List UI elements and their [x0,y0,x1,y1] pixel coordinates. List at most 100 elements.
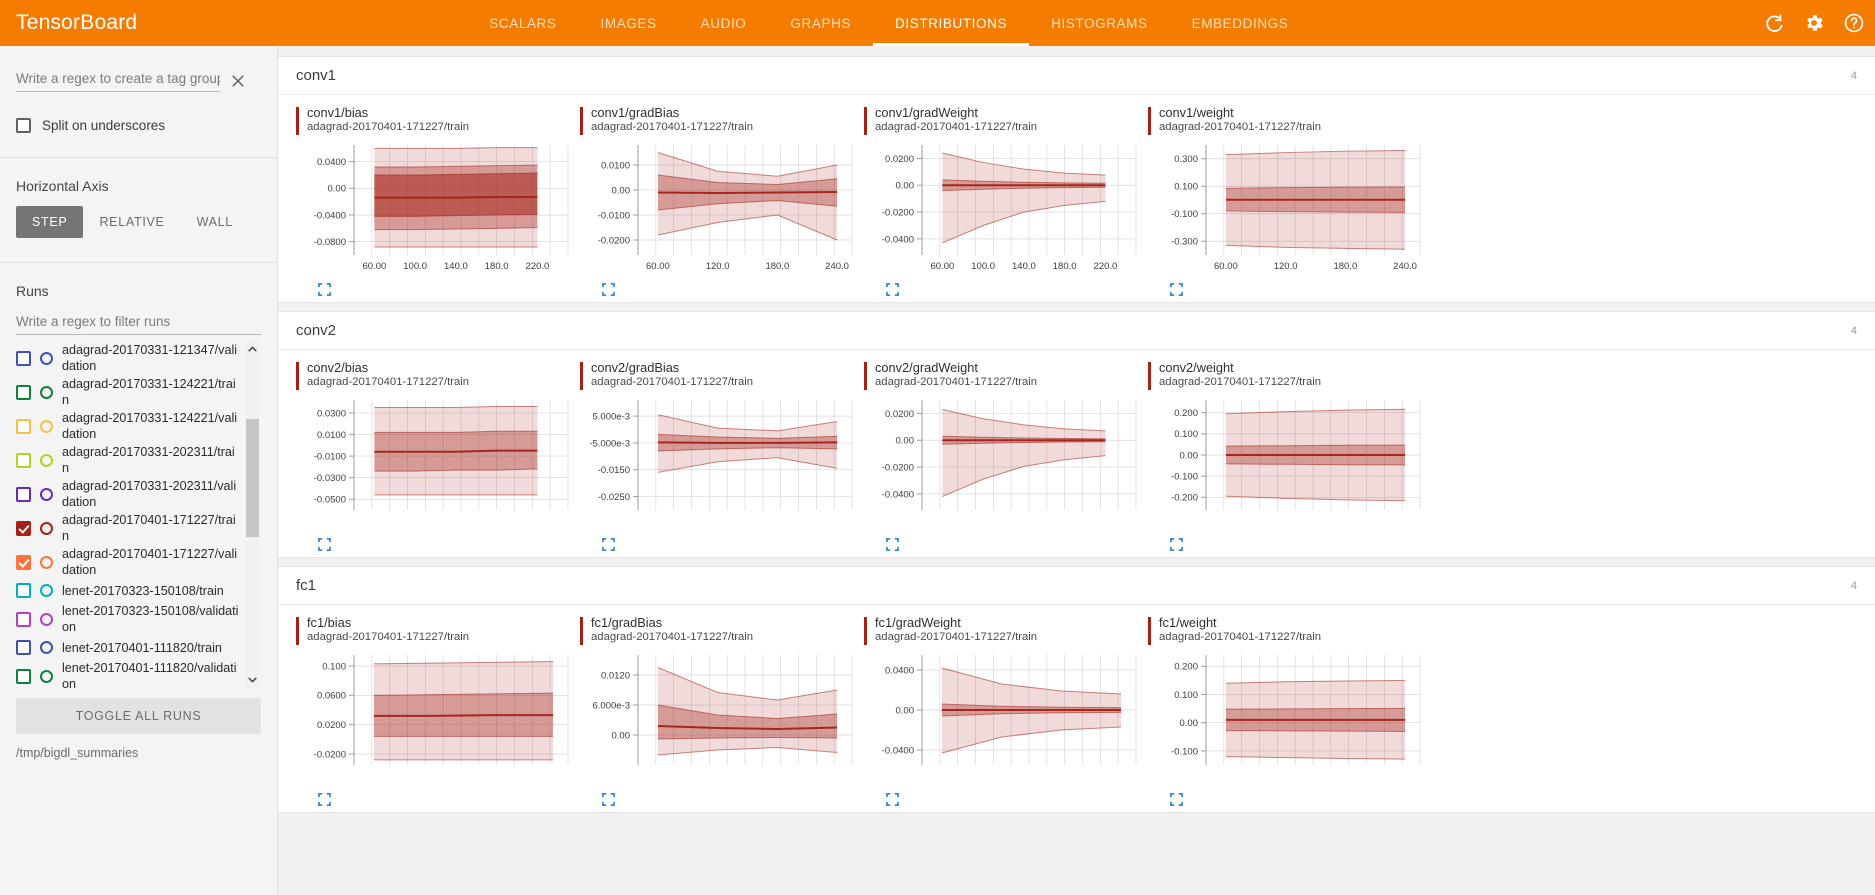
svg-text:0.0100: 0.0100 [317,430,346,441]
svg-text:240.0: 240.0 [1393,261,1417,272]
distribution-plot[interactable]: 0.300 0.100 -0.100 -0.300 60.00 120.0 180.0 240… [1148,137,1432,277]
run-checkbox[interactable] [16,418,31,434]
distribution-plot[interactable]: 0.0400 0.00 -0.0400 [864,647,1148,787]
chart-group-header[interactable]: fc1 4 [278,567,1875,605]
tab-scalars[interactable]: SCALARS [489,15,557,31]
refresh-icon[interactable] [1763,12,1785,34]
split-on-underscores-row[interactable]: Split on underscores [16,118,261,133]
distribution-plot[interactable]: 0.0400 0.00 -0.0400 -0.0800 60.00 100.0 140.0 1… [296,137,580,277]
expand-icon[interactable] [318,538,331,551]
split-on-underscores-checkbox[interactable] [16,118,31,133]
axis-option-relative[interactable]: RELATIVE [99,215,165,229]
scroll-down-icon[interactable] [246,673,259,686]
svg-text:0.00: 0.00 [896,436,915,447]
run-label: adagrad-20170401-171227/validation [62,547,238,577]
run-checkbox[interactable] [16,583,31,598]
run-item[interactable]: lenet-20170401-111820/train [16,636,239,659]
runs-title: Runs [16,283,49,299]
distribution-plot[interactable]: 0.0100 0.00 -0.0100 -0.0200 60.00 120.0 180.0 2… [580,137,864,277]
expand-icon[interactable] [602,283,615,296]
svg-text:0.00: 0.00 [896,705,915,716]
run-color-bar [580,362,583,390]
run-checkbox[interactable] [16,384,31,400]
runs-filter-input[interactable] [16,311,261,335]
svg-text:0.0120: 0.0120 [601,670,630,681]
gear-icon[interactable] [1803,12,1825,34]
run-label: lenet-20170401-111820/train [62,640,222,655]
scroll-up-icon[interactable] [246,343,259,356]
scrollbar-thumb[interactable] [246,419,259,537]
run-checkbox[interactable] [16,486,31,502]
svg-text:60.00: 60.00 [1214,261,1238,272]
run-label: lenet-20170323-150108/validation [62,604,239,634]
distribution-plot[interactable]: 0.200 0.100 0.00 -0.100 -0.200 [1148,392,1432,532]
distribution-plot[interactable]: 0.0120 6.000e-3 0.00 [580,647,864,787]
tab-images[interactable]: IMAGES [600,15,657,31]
chart-card: conv2/bias adagrad-20170401-171227/train… [296,360,580,551]
expand-icon[interactable] [318,793,331,806]
run-item[interactable]: adagrad-20170331-124221/validation [16,409,239,443]
close-icon[interactable] [229,72,247,90]
distribution-plot[interactable]: 5.000e-3 -5.000e-3 -0.0150 -0.0250 [580,392,864,532]
run-item[interactable]: adagrad-20170331-121347/validation [16,341,239,375]
run-checkbox[interactable] [16,350,31,366]
distribution-plot[interactable]: 0.0300 0.0100 -0.0100 -0.0300 -0.0500 [296,392,580,532]
run-checkbox[interactable] [16,520,31,536]
tab-distributions[interactable]: DISTRIBUTIONS [873,0,1030,46]
svg-text:220.0: 220.0 [1094,261,1118,272]
toggle-all-runs-button[interactable]: TOGGLE ALL RUNS [16,698,261,734]
expand-icon[interactable] [318,283,331,296]
run-label: adagrad-20170401-171227/train [62,513,236,543]
distribution-plot[interactable]: 0.200 0.100 0.00 -0.100 [1148,647,1432,787]
chart-card-header: fc1/weight adagrad-20170401-171227/train [1148,615,1432,645]
run-checkbox[interactable] [16,452,31,468]
svg-text:-0.0400: -0.0400 [314,210,346,221]
run-item[interactable]: adagrad-20170331-124221/train [16,375,239,409]
distribution-plot[interactable]: 0.0200 0.00 -0.0200 -0.0400 60.00 100.0 140.0 1… [864,137,1148,277]
tab-audio[interactable]: AUDIO [700,15,747,31]
expand-icon[interactable] [886,283,899,296]
axis-option-step[interactable]: STEP [16,206,84,238]
chart-group-header[interactable]: conv2 4 [278,312,1875,350]
run-checkbox[interactable] [16,554,31,570]
run-item[interactable]: adagrad-20170401-171227/train [16,511,239,545]
run-item[interactable]: lenet-20170323-150108/train [16,579,239,602]
expand-icon[interactable] [1170,793,1183,806]
expand-icon[interactable] [602,538,615,551]
svg-text:0.0400: 0.0400 [885,665,914,676]
svg-text:60.00: 60.00 [930,261,954,272]
tag-group-input[interactable] [16,68,220,92]
expand-icon[interactable] [1170,283,1183,296]
svg-text:0.0200: 0.0200 [317,720,346,731]
help-icon[interactable] [1843,12,1865,34]
axis-option-wall[interactable]: WALL [196,215,233,229]
chart-group-title: conv1 [296,67,337,84]
tab-graphs[interactable]: GRAPHS [790,15,852,31]
expand-icon[interactable] [1170,538,1183,551]
tab-histograms[interactable]: HISTOGRAMS [1051,15,1148,31]
svg-text:-0.0400: -0.0400 [882,489,914,500]
expand-icon[interactable] [602,793,615,806]
runs-scrollbar[interactable] [246,341,259,688]
run-item[interactable]: adagrad-20170331-202311/validation [16,477,239,511]
run-checkbox[interactable] [16,640,31,655]
chart-group-header[interactable]: conv1 4 [278,57,1875,95]
expand-icon[interactable] [886,538,899,551]
run-item[interactable]: lenet-20170401-111820/validation [16,659,239,688]
run-item[interactable]: adagrad-20170331-202311/train [16,443,239,477]
chart-card-header: conv2/gradWeight adagrad-20170401-171227… [864,360,1148,390]
svg-text:0.0600: 0.0600 [317,691,346,702]
run-color-dot [40,584,53,597]
distribution-plot[interactable]: 0.0200 0.00 -0.0200 -0.0400 [864,392,1148,532]
run-checkbox[interactable] [16,611,31,627]
chart-tag-name: conv2/weight [1159,360,1234,375]
tab-embeddings[interactable]: EMBEDDINGS [1191,15,1289,31]
header-actions [1763,0,1865,46]
chart-card: fc1/gradBias adagrad-20170401-171227/tra… [580,615,864,806]
run-item[interactable]: lenet-20170323-150108/validation [16,602,239,636]
distribution-plot[interactable]: 0.100 0.0600 0.0200 -0.0200 [296,647,580,787]
expand-icon[interactable] [886,793,899,806]
run-checkbox[interactable] [16,668,31,684]
chart-card: conv2/gradBias adagrad-20170401-171227/t… [580,360,864,551]
run-item[interactable]: adagrad-20170401-171227/validation [16,545,239,579]
